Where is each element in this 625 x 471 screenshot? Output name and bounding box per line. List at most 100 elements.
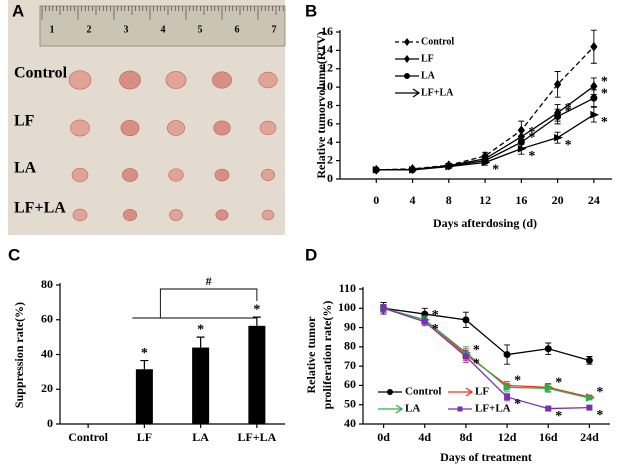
tumor (214, 168, 230, 182)
legend-label: LF (421, 53, 434, 64)
panel-label: D (305, 245, 317, 264)
significance-mark: * (601, 115, 608, 130)
panel-label: A (12, 1, 24, 20)
significance-mark: * (473, 357, 480, 372)
legend-marker (412, 88, 421, 98)
tumors (68, 70, 278, 222)
y-tick-label: 70 (344, 358, 356, 372)
legend-label: LF+LA (421, 87, 454, 98)
legend-marker (404, 73, 410, 79)
marker (586, 404, 593, 411)
x-tick-label: 4 (410, 193, 416, 207)
x-tick-label: 16 (515, 193, 527, 207)
significance-mark: * (565, 138, 572, 153)
group-label: LF+LA (14, 200, 66, 217)
x-tick-label: 20 (552, 193, 564, 207)
legend-label: LF+LA (475, 403, 511, 415)
marker (445, 162, 455, 171)
ruler-number: 3 (124, 24, 129, 35)
group-label: LF (14, 113, 35, 130)
ruler-number: 5 (198, 24, 203, 35)
marker (504, 394, 511, 400)
x-tick-label: 8d (460, 430, 473, 444)
x-tick-label: LA (192, 430, 209, 444)
legend-label: LA (405, 403, 420, 415)
tumor (70, 119, 90, 137)
marker (544, 384, 554, 393)
tumor (260, 168, 276, 182)
bar (192, 347, 210, 424)
marker (590, 94, 598, 102)
error-bar (196, 336, 205, 348)
y-tick-label: 8 (327, 97, 333, 111)
x-tick-label: 16d (539, 430, 558, 444)
legend-label: Control (421, 36, 454, 47)
tumor (168, 168, 184, 182)
y-tick-label: 4 (327, 134, 333, 148)
significance-mark: * (555, 376, 562, 391)
tumor (169, 209, 183, 221)
significance-mark: * (528, 130, 535, 145)
legend-marker (457, 406, 463, 412)
marker (517, 144, 527, 153)
significance-mark: * (197, 322, 204, 337)
bar (135, 369, 153, 424)
y-tick-label: 20 (41, 381, 53, 395)
marker (421, 318, 428, 325)
tumor (212, 71, 232, 89)
legend-marker (465, 387, 474, 397)
group-label: Control (14, 65, 68, 82)
marker (503, 383, 513, 392)
x-tick-label: Control (68, 430, 108, 444)
y-tick-label: 40 (344, 416, 356, 430)
error-bar (140, 359, 149, 370)
y-axis-label: Relative tumor (304, 316, 318, 394)
y-tick-label: 16 (321, 24, 333, 38)
significance-mark: * (514, 397, 521, 412)
marker (590, 81, 598, 92)
legend-marker (404, 38, 410, 46)
panel-label: B (305, 1, 317, 20)
tumor (122, 168, 138, 182)
y-tick-label: 10 (321, 79, 333, 93)
y-tick-label: 80 (41, 277, 53, 291)
y-tick-label: 14 (321, 42, 333, 56)
x-tick-label: 0d (377, 430, 390, 444)
y-axis-label: Relative tumorvolume(RTV) (314, 31, 328, 178)
legend-label: LF (475, 386, 489, 398)
tumor (119, 70, 141, 90)
x-tick-label: 24d (580, 430, 599, 444)
x-axis-label: Days afterdosing (d) (433, 216, 537, 230)
y-tick-label: 40 (41, 346, 53, 360)
significance-mark: * (492, 163, 499, 178)
error-bar (252, 316, 261, 326)
significance-mark: * (596, 408, 603, 423)
marker (590, 41, 598, 52)
marker (554, 113, 562, 121)
significance-mark: * (601, 86, 608, 101)
y-tick-label: 100 (338, 300, 356, 314)
tumor (120, 119, 140, 137)
significance-mark: * (528, 125, 535, 140)
marker (554, 133, 563, 142)
group-label: LA (14, 160, 37, 177)
x-tick-label: 0 (373, 193, 379, 207)
significance-mark: * (432, 308, 439, 323)
significance-mark: * (565, 101, 572, 116)
x-tick-label: 8 (446, 193, 452, 207)
x-tick-label: LF+LA (237, 430, 276, 444)
x-tick-label: 12d (498, 430, 517, 444)
legend-marker (404, 55, 410, 63)
x-tick-label: 4d (418, 430, 431, 444)
y-tick-label: 60 (41, 312, 53, 326)
tumor (166, 120, 186, 136)
x-tick-label: LF (137, 430, 152, 444)
y-tick-label: 50 (344, 396, 356, 410)
marker (544, 345, 552, 353)
series-line (383, 307, 590, 361)
significance-mark: * (473, 343, 480, 358)
x-tick-label: 12 (479, 193, 491, 207)
legend-marker (395, 404, 404, 414)
marker (481, 158, 491, 167)
series-line (383, 307, 590, 410)
